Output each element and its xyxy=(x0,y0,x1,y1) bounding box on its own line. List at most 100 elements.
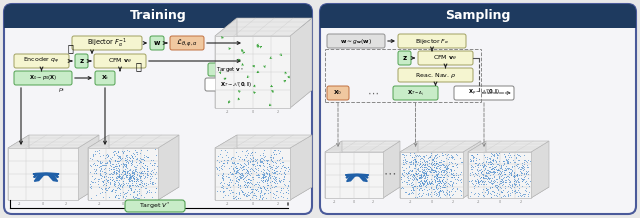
Text: 0: 0 xyxy=(42,202,44,206)
Point xyxy=(231,166,241,169)
Point xyxy=(234,190,244,194)
Point xyxy=(426,166,436,170)
Point xyxy=(515,169,525,173)
Point xyxy=(431,169,441,173)
Point xyxy=(497,180,508,184)
Point xyxy=(142,190,152,194)
Point xyxy=(128,171,138,175)
Point xyxy=(439,169,449,172)
Point xyxy=(116,177,126,180)
Point xyxy=(93,159,103,162)
Point xyxy=(487,158,497,162)
Point xyxy=(435,181,445,184)
Text: 2: 2 xyxy=(65,202,67,206)
Point xyxy=(421,165,431,169)
Point xyxy=(424,187,434,191)
Point xyxy=(132,157,142,160)
Point xyxy=(283,165,293,169)
Point xyxy=(502,166,513,170)
Point xyxy=(259,171,269,175)
Point xyxy=(467,164,477,168)
Point xyxy=(421,171,431,175)
Point xyxy=(236,175,246,178)
Point xyxy=(500,158,511,162)
Point xyxy=(424,156,435,159)
Point xyxy=(418,173,428,177)
Point xyxy=(127,159,137,162)
Point xyxy=(483,189,493,192)
Point xyxy=(419,181,429,184)
Point xyxy=(499,159,509,163)
Text: $\mathcal{L}_{\theta,\varphi,\alpha}$: $\mathcal{L}_{\theta,\varphi,\alpha}$ xyxy=(176,37,198,49)
Point xyxy=(271,167,281,170)
Text: -2: -2 xyxy=(333,200,337,204)
Point xyxy=(484,157,495,161)
Point xyxy=(483,176,493,180)
Point xyxy=(480,174,490,178)
Point xyxy=(417,181,427,184)
Point xyxy=(103,179,113,182)
Point xyxy=(219,159,229,162)
Text: -2: -2 xyxy=(409,200,412,204)
Point xyxy=(492,152,502,155)
Point xyxy=(433,180,443,183)
Point xyxy=(428,157,438,161)
Point xyxy=(278,195,288,199)
Point xyxy=(258,175,268,178)
Point xyxy=(261,188,271,192)
Point xyxy=(226,158,236,161)
Point xyxy=(483,177,493,181)
Point xyxy=(421,178,431,181)
Point xyxy=(235,175,245,178)
Point xyxy=(137,183,147,186)
Point xyxy=(260,178,270,182)
Point xyxy=(235,186,245,190)
Point xyxy=(435,192,445,196)
Point xyxy=(99,174,109,178)
Point xyxy=(136,174,146,178)
Point xyxy=(429,171,440,174)
FancyBboxPatch shape xyxy=(150,36,164,50)
Point xyxy=(141,148,152,152)
Point xyxy=(246,162,257,166)
Point xyxy=(112,172,122,175)
Point xyxy=(132,189,142,193)
Point xyxy=(115,186,125,189)
Point xyxy=(255,165,266,168)
Point xyxy=(101,172,111,175)
Point xyxy=(424,167,434,170)
Point xyxy=(495,169,505,173)
Point xyxy=(396,187,406,190)
Point xyxy=(279,175,289,179)
Point xyxy=(502,178,513,181)
Point xyxy=(137,157,147,161)
Polygon shape xyxy=(346,175,368,178)
Point xyxy=(506,184,516,187)
Point xyxy=(446,175,456,179)
Point xyxy=(252,174,262,177)
Point xyxy=(264,174,274,177)
Point xyxy=(414,176,424,179)
Point xyxy=(281,190,291,194)
Point xyxy=(435,188,445,192)
Point xyxy=(99,163,109,167)
Point xyxy=(227,179,237,182)
Point xyxy=(500,154,510,157)
Point xyxy=(422,167,433,170)
Point xyxy=(96,161,106,164)
Point xyxy=(479,164,489,167)
Point xyxy=(85,171,95,174)
Polygon shape xyxy=(34,174,58,177)
Point xyxy=(511,182,521,186)
Point xyxy=(240,191,250,194)
Point xyxy=(104,175,115,179)
Point xyxy=(420,180,431,183)
Point xyxy=(493,184,503,187)
Point xyxy=(87,157,97,161)
Text: 0: 0 xyxy=(353,200,355,204)
Point xyxy=(269,192,279,196)
Point xyxy=(518,173,529,176)
Point xyxy=(241,150,252,153)
Point xyxy=(134,174,145,177)
Point xyxy=(114,182,124,186)
